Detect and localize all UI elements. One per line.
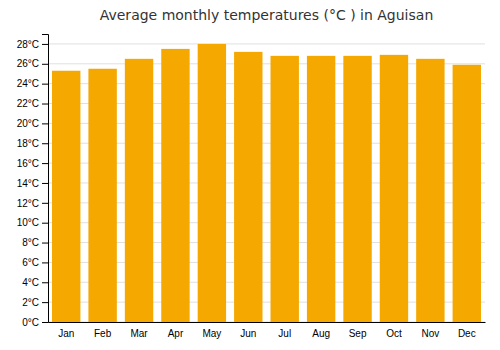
y-tick-mark bbox=[42, 282, 48, 283]
x-axis-line bbox=[49, 322, 486, 323]
y-tick: 20°C bbox=[17, 118, 48, 129]
bar bbox=[271, 56, 299, 322]
x-tick-label: Mar bbox=[130, 328, 148, 339]
y-tick-mark bbox=[42, 84, 48, 85]
bar bbox=[125, 59, 153, 322]
y-tick-label: 10°C bbox=[17, 217, 39, 228]
y-tick-mark bbox=[42, 203, 48, 204]
y-tick-label: 22°C bbox=[17, 98, 39, 109]
bars bbox=[52, 44, 481, 322]
y-tick: 28°C bbox=[17, 39, 48, 50]
bar bbox=[234, 52, 262, 322]
y-tick-label: 18°C bbox=[17, 138, 39, 149]
y-tick-mark bbox=[42, 243, 48, 244]
y-tick-label: 2°C bbox=[22, 297, 39, 308]
bar bbox=[307, 56, 335, 322]
x-tick-label: Sep bbox=[349, 328, 367, 339]
y-tick-label: 16°C bbox=[17, 158, 39, 169]
bar bbox=[416, 59, 444, 322]
y-tick-label: 24°C bbox=[17, 78, 39, 89]
y-tick: 26°C bbox=[17, 58, 48, 69]
y-tick: 14°C bbox=[17, 178, 48, 189]
y-tick: 0°C bbox=[22, 317, 48, 328]
y-tick-label: 14°C bbox=[17, 178, 39, 189]
y-tick-mark bbox=[42, 322, 48, 323]
x-tick-label: May bbox=[202, 328, 221, 339]
bar bbox=[52, 71, 80, 322]
x-tick: Sep bbox=[349, 328, 367, 339]
x-tick-label: Jun bbox=[240, 328, 256, 339]
x-tick: Mar bbox=[130, 328, 148, 339]
y-tick-mark bbox=[42, 262, 48, 263]
x-axis: Jan Feb Mar Apr May Jun Jul Aug Sep Oct Nov Dec bbox=[49, 323, 486, 340]
x-tick: May bbox=[202, 328, 221, 339]
y-tick: 12°C bbox=[17, 198, 48, 209]
y-tick: 2°C bbox=[22, 297, 48, 308]
bar bbox=[198, 44, 226, 322]
title: Average monthly temperatures (°C ) in Ag… bbox=[100, 7, 434, 23]
y-tick-mark bbox=[42, 64, 48, 65]
x-tick: Jul bbox=[278, 328, 291, 339]
x-tick-label: Nov bbox=[421, 328, 439, 339]
plot-area: 0°C 2°C 4°C 6°C 8°C 10°C 12°C 14°C 16°C 18°C 20°C 2… bbox=[17, 35, 486, 340]
chart: 0°C 2°C 4°C 6°C 8°C 10°C 12°C 14°C 16°C 18°C 20°C 2… bbox=[0, 0, 500, 350]
x-tick: Oct bbox=[386, 328, 402, 339]
y-tick: 24°C bbox=[17, 78, 48, 89]
y-tick-mark bbox=[42, 44, 48, 45]
x-tick-label: Oct bbox=[386, 328, 402, 339]
y-tick-mark bbox=[42, 223, 48, 224]
x-tick: Aug bbox=[312, 328, 330, 339]
y-tick: 6°C bbox=[22, 257, 48, 268]
y-tick: 18°C bbox=[17, 138, 48, 149]
y-tick-label: 0°C bbox=[22, 317, 39, 328]
y-axis-line bbox=[42, 35, 49, 323]
x-tick-label: Dec bbox=[458, 328, 476, 339]
y-tick-mark bbox=[42, 183, 48, 184]
x-tick: Feb bbox=[94, 328, 112, 339]
y-tick: 22°C bbox=[17, 98, 48, 109]
x-tick: Dec bbox=[458, 328, 476, 339]
bar bbox=[88, 69, 116, 322]
y-tick-mark bbox=[42, 104, 48, 105]
y-tick-label: 12°C bbox=[17, 198, 39, 209]
x-tick: Nov bbox=[421, 328, 439, 339]
x-tick-label: Jan bbox=[58, 328, 74, 339]
y-tick: 4°C bbox=[22, 277, 48, 288]
y-tick: 8°C bbox=[22, 237, 48, 248]
x-tick-label: Jul bbox=[278, 328, 291, 339]
y-tick-label: 4°C bbox=[22, 277, 39, 288]
x-tick: Apr bbox=[168, 328, 184, 339]
y-tick: 10°C bbox=[17, 217, 48, 228]
y-tick-label: 26°C bbox=[17, 58, 39, 69]
y-tick: 16°C bbox=[17, 158, 48, 169]
bar bbox=[380, 55, 408, 322]
x-tick-label: Apr bbox=[168, 328, 184, 339]
y-tick-mark bbox=[42, 143, 48, 144]
x-tick-label: Aug bbox=[312, 328, 330, 339]
y-tick-label: 28°C bbox=[17, 39, 39, 50]
y-tick-label: 20°C bbox=[17, 118, 39, 129]
bar bbox=[343, 56, 371, 322]
bar bbox=[161, 49, 189, 322]
grid-line bbox=[48, 43, 485, 44]
x-tick-label: Feb bbox=[94, 328, 112, 339]
x-tick: Jun bbox=[240, 328, 256, 339]
grid bbox=[48, 44, 485, 322]
y-tick-label: 6°C bbox=[22, 257, 39, 268]
bar bbox=[453, 65, 481, 322]
y-tick-label: 8°C bbox=[22, 237, 39, 248]
y-tick-mark bbox=[42, 302, 48, 303]
x-tick: Jan bbox=[58, 328, 74, 339]
y-tick-mark bbox=[42, 163, 48, 164]
y-tick-mark bbox=[42, 123, 48, 124]
y-axis: 0°C 2°C 4°C 6°C 8°C 10°C 12°C 14°C 16°C 18°C 20°C 2… bbox=[17, 35, 49, 328]
